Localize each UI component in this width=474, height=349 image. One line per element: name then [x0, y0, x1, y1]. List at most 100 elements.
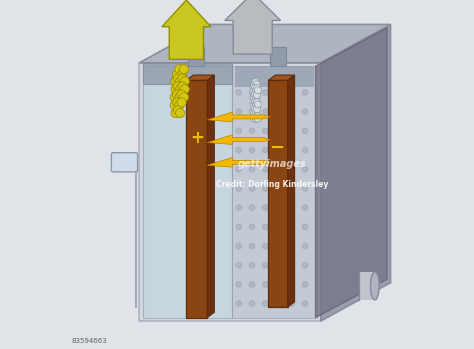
Circle shape	[263, 166, 268, 172]
Polygon shape	[288, 75, 294, 307]
Polygon shape	[268, 80, 288, 307]
Circle shape	[263, 301, 268, 306]
Bar	[359, 272, 377, 300]
Circle shape	[251, 98, 258, 105]
Circle shape	[276, 90, 282, 95]
Circle shape	[249, 262, 255, 268]
Polygon shape	[139, 24, 391, 63]
Circle shape	[276, 128, 282, 134]
Circle shape	[249, 186, 255, 191]
Circle shape	[302, 166, 308, 172]
Circle shape	[173, 70, 182, 79]
Circle shape	[251, 106, 258, 113]
Circle shape	[263, 262, 268, 268]
Polygon shape	[268, 75, 294, 80]
Circle shape	[175, 65, 184, 74]
Polygon shape	[139, 63, 321, 321]
Circle shape	[276, 282, 282, 287]
Circle shape	[254, 98, 261, 105]
Circle shape	[289, 90, 294, 95]
Circle shape	[276, 262, 282, 268]
Circle shape	[236, 262, 242, 268]
Circle shape	[302, 205, 308, 210]
Circle shape	[249, 128, 255, 134]
Circle shape	[236, 147, 242, 153]
Circle shape	[263, 224, 268, 230]
Circle shape	[252, 101, 259, 108]
Circle shape	[276, 166, 282, 172]
Circle shape	[236, 243, 242, 249]
Circle shape	[251, 91, 258, 98]
Circle shape	[302, 224, 308, 230]
Polygon shape	[235, 66, 314, 87]
Circle shape	[173, 90, 182, 99]
Circle shape	[236, 301, 242, 306]
Circle shape	[254, 106, 261, 113]
Polygon shape	[186, 80, 207, 318]
Polygon shape	[207, 75, 214, 318]
Circle shape	[249, 147, 255, 153]
Circle shape	[250, 87, 257, 94]
Circle shape	[276, 205, 282, 210]
Circle shape	[175, 84, 185, 94]
Bar	[188, 47, 204, 66]
Circle shape	[253, 81, 260, 88]
Circle shape	[180, 77, 189, 86]
Circle shape	[171, 77, 180, 86]
Circle shape	[302, 262, 308, 268]
Circle shape	[249, 282, 255, 287]
Circle shape	[302, 109, 308, 114]
Circle shape	[175, 77, 185, 86]
Circle shape	[177, 90, 186, 99]
Circle shape	[263, 147, 268, 153]
Circle shape	[289, 282, 294, 287]
Circle shape	[170, 92, 179, 102]
Circle shape	[178, 82, 187, 91]
Circle shape	[276, 243, 282, 249]
Polygon shape	[186, 75, 214, 80]
Circle shape	[276, 224, 282, 230]
Text: gettyimages: gettyimages	[237, 159, 306, 169]
Circle shape	[251, 84, 258, 91]
Circle shape	[249, 243, 255, 249]
Circle shape	[302, 147, 308, 153]
Circle shape	[173, 106, 182, 115]
Circle shape	[236, 186, 242, 191]
Text: −: −	[270, 139, 285, 157]
Circle shape	[173, 82, 182, 91]
Circle shape	[255, 101, 261, 108]
Circle shape	[236, 109, 242, 114]
Circle shape	[250, 108, 257, 115]
Circle shape	[251, 81, 258, 88]
Polygon shape	[321, 24, 391, 321]
Circle shape	[254, 91, 261, 98]
Circle shape	[249, 166, 255, 172]
Polygon shape	[232, 66, 317, 318]
Circle shape	[302, 128, 308, 134]
Circle shape	[177, 70, 186, 79]
Circle shape	[289, 243, 294, 249]
Circle shape	[263, 109, 268, 114]
Circle shape	[252, 87, 259, 94]
Circle shape	[170, 101, 179, 110]
Circle shape	[289, 205, 294, 210]
Circle shape	[289, 109, 294, 114]
Circle shape	[263, 186, 268, 191]
Circle shape	[250, 101, 257, 108]
Circle shape	[175, 109, 185, 118]
Circle shape	[254, 113, 261, 120]
Circle shape	[252, 108, 259, 115]
Circle shape	[250, 115, 257, 122]
Circle shape	[175, 92, 184, 102]
Circle shape	[171, 109, 180, 118]
Circle shape	[180, 84, 189, 94]
Polygon shape	[143, 63, 232, 84]
Circle shape	[180, 92, 189, 102]
Circle shape	[263, 128, 268, 134]
Circle shape	[289, 224, 294, 230]
Polygon shape	[316, 28, 387, 318]
Circle shape	[263, 90, 268, 95]
Circle shape	[289, 262, 294, 268]
Polygon shape	[162, 0, 211, 59]
Circle shape	[289, 166, 294, 172]
